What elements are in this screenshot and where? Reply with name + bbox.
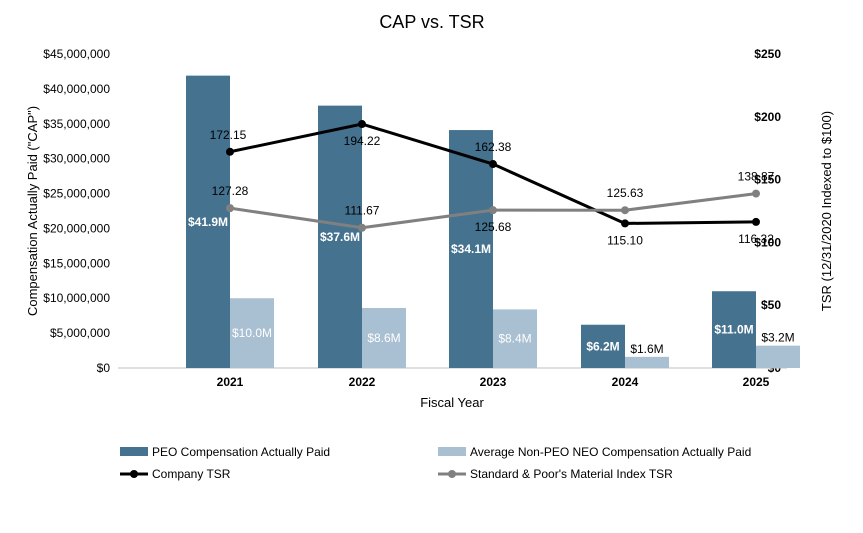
- bar-peo: [581, 324, 625, 368]
- line-marker: [752, 189, 760, 198]
- bar-data-label: $37.6M: [320, 230, 360, 244]
- bar-peo: [712, 291, 756, 368]
- y2-tick-label: $200: [754, 110, 781, 124]
- bar-data-label: $34.1M: [451, 242, 491, 256]
- x-axis-label: Fiscal Year: [420, 395, 484, 410]
- y-tick-label: $40,000,000: [43, 82, 110, 96]
- line-data-label: 116.32: [738, 232, 774, 246]
- bar-peo: [449, 130, 493, 368]
- bar-neo: [362, 307, 406, 368]
- x-tick-label: 2023: [480, 375, 507, 389]
- bar-neo: [493, 309, 537, 368]
- bar-neo: [625, 356, 669, 368]
- y2-tick-label: $250: [754, 47, 781, 61]
- line-data-label: 115.10: [607, 233, 643, 247]
- bar-neo: [230, 298, 274, 368]
- bar-data-label: $8.4M: [498, 332, 531, 346]
- line-data-label: 125.68: [475, 220, 512, 234]
- y2-tick-label: $50: [761, 298, 781, 312]
- line-data-label: 125.63: [607, 186, 644, 200]
- line-marker: [226, 147, 234, 156]
- y-tick-label: $35,000,000: [43, 117, 110, 131]
- line-marker: [752, 217, 760, 226]
- legend-marker: [130, 470, 138, 478]
- y2-axis-label: TSR (12/31/2020 Indexed to $100): [819, 111, 834, 311]
- legend-label: Average Non-PEO NEO Compensation Actuall…: [470, 445, 751, 459]
- line-marker: [621, 206, 629, 215]
- y-tick-label: $25,000,000: [43, 187, 110, 201]
- legend-label: Standard & Poor's Material Index TSR: [470, 467, 673, 481]
- chart-marks: $0 $5,000,000 $10,000,000 $15,000,000 $20,00…: [43, 47, 800, 389]
- y2-tick-label: $100: [754, 235, 781, 249]
- y-tick-label: $20,000,000: [43, 221, 110, 235]
- bar-data-label: $41.9M: [188, 215, 228, 229]
- bar-data-label: $8.6M: [367, 331, 400, 345]
- line-data-label: 172.15: [210, 128, 247, 142]
- y-tick-label: $45,000,000: [43, 47, 110, 61]
- legend-swatch: [120, 447, 148, 456]
- y-tick-label: $30,000,000: [43, 152, 110, 166]
- line-data-label: 111.67: [345, 204, 380, 218]
- bar-peo: [318, 105, 362, 368]
- line-marker: [226, 204, 234, 213]
- bar-data-label: $3.2M: [761, 331, 794, 345]
- bar-data-label: $11.0M: [714, 323, 753, 337]
- x-tick-label: 2025: [743, 375, 770, 389]
- chart-title: CAP vs. TSR: [379, 12, 484, 32]
- line-marker: [358, 223, 366, 232]
- y-tick-label: $0: [97, 361, 111, 375]
- y-tick-label: $5,000,000: [50, 326, 110, 340]
- legend-label: PEO Compensation Actually Paid: [152, 445, 330, 459]
- line-data-label: 194.22: [344, 134, 381, 148]
- bar-data-label: $6.2M: [586, 339, 619, 353]
- bar-data-label: $1.6M: [630, 342, 663, 356]
- legend: PEO Compensation Actually Paid Average No…: [120, 445, 751, 481]
- bar-data-label: $10.0M: [232, 326, 272, 340]
- x-tick-label: 2024: [612, 375, 639, 389]
- x-tick-label: 2021: [217, 375, 244, 389]
- legend-label: Company TSR: [152, 467, 231, 481]
- line-data-label: 127.28: [212, 184, 249, 198]
- legend-swatch: [438, 447, 466, 456]
- bar-neo: [756, 345, 800, 368]
- legend-marker: [448, 470, 456, 478]
- bar-peo: [186, 75, 230, 369]
- y-tick-label: $10,000,000: [43, 291, 110, 305]
- line-data-label: 162.38: [475, 140, 512, 154]
- line-marker: [358, 120, 366, 129]
- line-marker: [489, 160, 497, 169]
- y2-tick-label: $150: [754, 173, 781, 187]
- y-tick-label: $15,000,000: [43, 256, 110, 270]
- line-data-label: 138.87: [738, 170, 775, 184]
- y-axis-label: Compensation Actually Paid ("CAP"): [25, 106, 40, 316]
- line-marker: [621, 219, 629, 228]
- x-tick-label: 2022: [349, 375, 376, 389]
- line-marker: [489, 206, 497, 215]
